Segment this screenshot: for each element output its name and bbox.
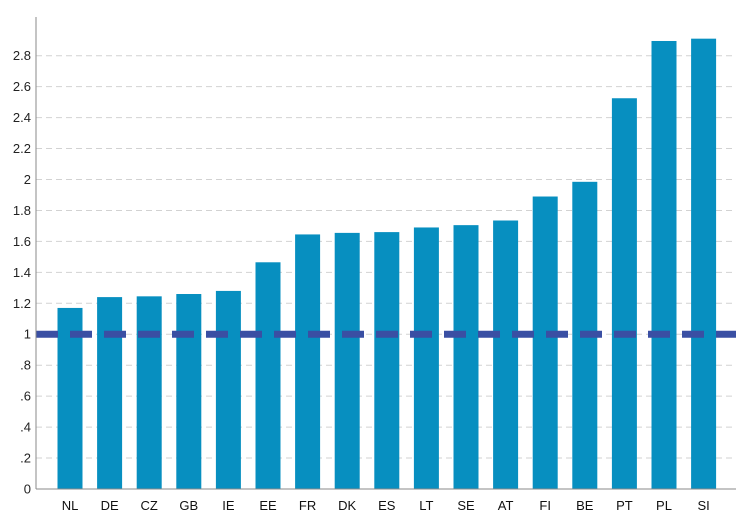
y-tick-label: 1.6 [13,234,31,249]
x-category-label: ES [378,498,396,513]
y-tick-label: 1.8 [13,203,31,218]
x-category-label: AT [498,498,514,513]
bars [57,38,717,490]
bar-se [453,225,479,489]
x-category-label: FR [299,498,316,513]
bar-at [493,220,519,489]
bar-pl [651,40,677,490]
bar-gb [176,294,202,489]
x-category-label: CZ [141,498,158,513]
y-tick-label: .8 [20,358,31,373]
y-tick-label: 2 [24,172,31,187]
x-category-label: NL [62,498,79,513]
x-category-label: LT [419,498,433,513]
y-tick-label: 1 [24,327,31,342]
bar-fi [532,196,558,489]
y-tick-label: .2 [20,451,31,466]
bar-pt [611,98,637,489]
bar-fr [295,234,321,489]
x-category-label: SE [457,498,475,513]
x-category-label: SI [697,498,709,513]
x-category-label: DE [101,498,119,513]
bar-ie [215,290,241,489]
bar-nl [57,307,83,489]
x-category-label: GB [179,498,198,513]
y-tick-label: 2.6 [13,79,31,94]
bar-cz [136,296,162,489]
y-tick-label: .4 [20,420,31,435]
y-tick-label: 2.4 [13,110,31,125]
y-tick-labels: 0 .2 .4 .6 .8 1 1.2 1.4 1.6 1.8 2 2.2 2.4 2.6 2.8 [13,48,31,496]
y-tick-label: 1.4 [13,265,31,280]
y-tick-label: .6 [20,389,31,404]
y-tick-label: 2.2 [13,141,31,156]
x-category-label: EE [259,498,277,513]
x-category-label: BE [576,498,594,513]
y-tick-label: 0 [24,482,31,497]
bar-lt [413,227,439,489]
bar-si [691,38,717,489]
x-category-label: DK [338,498,356,513]
x-category-label: PL [656,498,672,513]
x-category-label: FI [539,498,551,513]
bar-de [97,297,123,489]
x-category-label: IE [222,498,235,513]
y-tick-label: 2.8 [13,48,31,63]
bar-dk [334,232,360,490]
y-tick-label: 1.2 [13,296,31,311]
bar-ee [255,262,281,489]
x-category-label: PT [616,498,633,513]
axes [35,17,736,490]
bar-es [374,232,400,489]
x-category-labels: NL DE CZ GB IE EE FR DK ES LT SE AT FI BE PT PL SI [62,498,710,513]
